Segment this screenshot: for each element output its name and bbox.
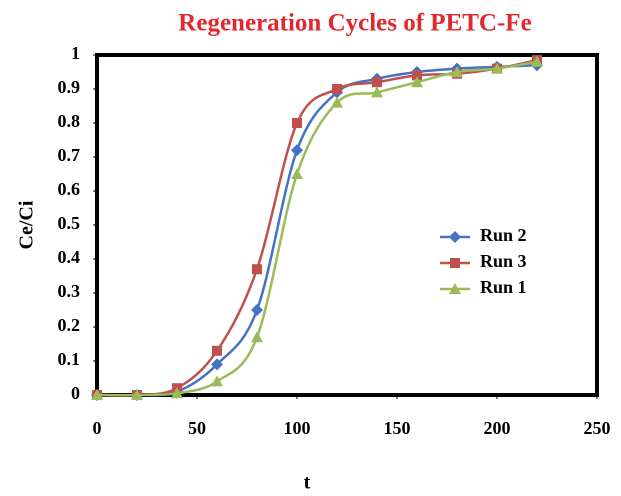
y-tick-label: 0.1: [58, 349, 81, 369]
y-tick-label: 0: [71, 383, 80, 403]
marker: [371, 86, 383, 98]
marker: [211, 358, 223, 371]
legend-label: Run 1: [480, 277, 527, 297]
marker: [291, 144, 303, 157]
series-line: [96, 63, 538, 397]
x-tick-label: 100: [284, 418, 311, 438]
y-tick-label: 0.3: [58, 281, 81, 301]
marker: [291, 168, 303, 179]
x-tick-label: 50: [188, 418, 206, 438]
y-tick-label: 0.7: [58, 145, 81, 165]
x-axis-label: t: [304, 472, 311, 494]
marker: [332, 84, 342, 94]
y-axis-label: Ce/Ci: [16, 200, 38, 249]
marker: [412, 70, 422, 81]
x-tick-label: 200: [484, 418, 511, 438]
marker: [212, 345, 222, 356]
legend-marker: [450, 258, 460, 268]
y-tick-label: 0.5: [58, 213, 81, 233]
legend-marker: [449, 231, 461, 243]
y-tick-label: 0.4: [58, 247, 81, 267]
marker: [251, 331, 263, 343]
marker: [251, 304, 263, 316]
y-tick-label: 1: [71, 43, 80, 63]
x-tick-label: 150: [384, 418, 411, 438]
legend-label: Run 2: [480, 225, 527, 245]
marker: [211, 375, 223, 387]
marker: [131, 389, 143, 400]
marker: [292, 118, 302, 128]
x-tick-label: 250: [584, 418, 611, 438]
chart-title: Regeneration Cycles of PETC-Fe: [178, 10, 531, 37]
y-tick-label: 0.2: [58, 315, 81, 335]
y-tick-label: 0.9: [58, 77, 81, 97]
marker: [491, 62, 503, 74]
marker: [451, 66, 463, 77]
y-tick-label: 0.8: [58, 111, 81, 131]
legend-marker: [449, 283, 461, 294]
marker: [91, 389, 103, 400]
marker: [531, 55, 543, 67]
marker: [411, 76, 423, 88]
y-tick-label: 0.6: [58, 179, 81, 199]
marker: [252, 264, 262, 275]
marker: [372, 77, 382, 88]
legend-label: Run 3: [480, 251, 527, 271]
marker: [171, 387, 183, 399]
marker: [331, 96, 343, 108]
x-tick-label: 0: [93, 418, 102, 438]
